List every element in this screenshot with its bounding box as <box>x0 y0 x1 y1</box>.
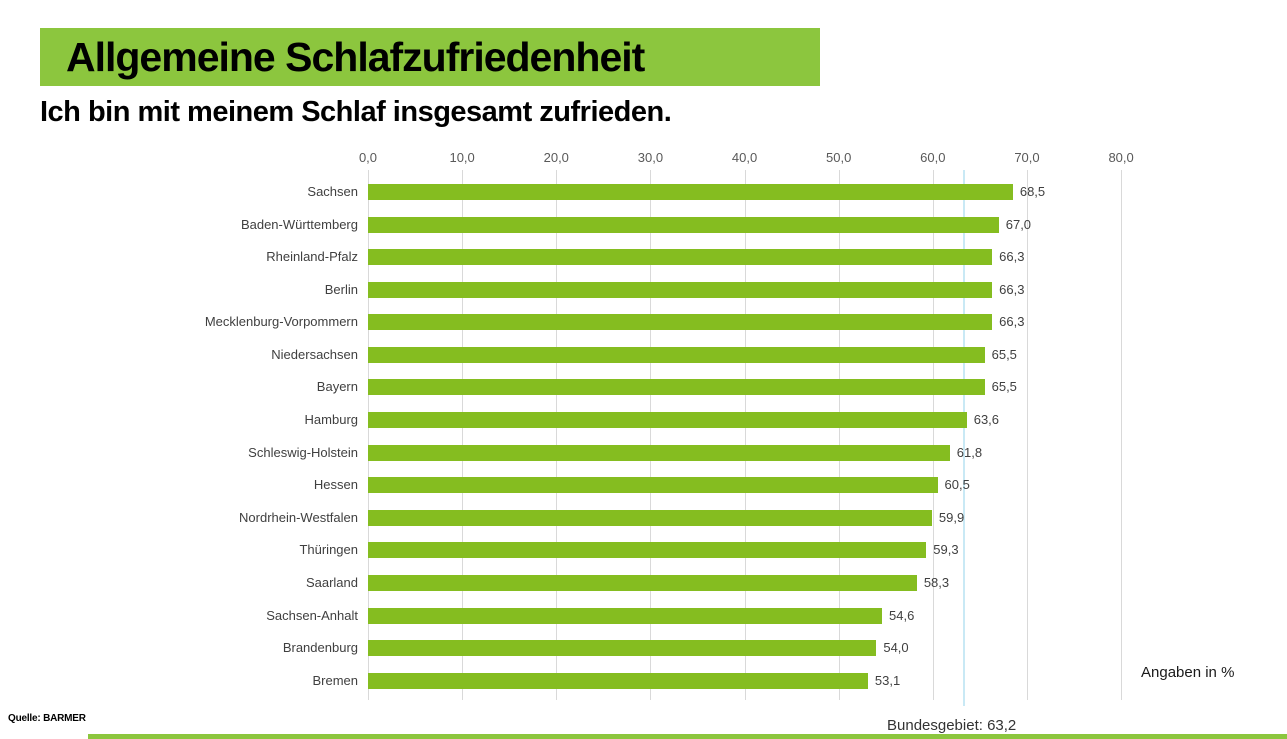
value-label: 54,0 <box>883 640 909 656</box>
category-label: Bremen <box>312 672 358 688</box>
title-banner: Allgemeine Schlafzufriedenheit <box>40 28 820 86</box>
category-label: Hessen <box>313 477 358 493</box>
category-label: Brandenburg <box>282 640 358 656</box>
value-label: 66,3 <box>999 281 1025 297</box>
source-note: Quelle: BARMER <box>8 713 86 724</box>
category-label: Mecklenburg-Vorpommern <box>204 314 358 330</box>
value-label: 59,9 <box>938 509 965 525</box>
value-bar <box>368 607 882 624</box>
x-axis-tick-label: 50,0 <box>826 150 852 165</box>
x-axis-tick-label: 40,0 <box>731 150 758 165</box>
gridline <box>838 170 840 700</box>
value-label: 60,5 <box>944 477 970 493</box>
category-label: Schleswig-Holstein <box>248 444 358 460</box>
category-label: Hamburg <box>304 412 358 428</box>
category-label: Rheinland-Pfalz <box>266 249 358 265</box>
value-bar <box>368 184 1013 200</box>
value-label: 61,8 <box>956 444 983 460</box>
value-label: 59,3 <box>933 542 959 558</box>
value-bar <box>368 346 985 363</box>
category-label: Thüringen <box>299 542 358 558</box>
value-label: 63,6 <box>973 412 1000 428</box>
value-label: 58,3 <box>923 574 950 590</box>
category-label: Niedersachsen <box>271 346 358 362</box>
value-bar <box>368 672 868 689</box>
gridline <box>368 170 369 700</box>
value-label: 66,3 <box>999 249 1025 265</box>
x-axis-tick-label: 80,0 <box>1108 150 1134 165</box>
page-title: Allgemeine Schlafzufriedenheit <box>66 33 645 80</box>
category-label: Sachsen-Anhalt <box>266 607 358 623</box>
value-label: 53,1 <box>874 672 901 688</box>
category-label: Baden-Württemberg <box>240 216 358 232</box>
value-bar <box>368 249 993 266</box>
x-axis-tick-label: 0,0 <box>358 150 378 165</box>
value-bar <box>368 640 877 657</box>
gridline <box>1121 170 1123 700</box>
gridline <box>744 170 746 700</box>
category-label: Nordrhein-Westfalen <box>239 509 358 525</box>
value-bar <box>368 216 999 233</box>
category-label: Saarland <box>305 574 358 590</box>
value-bar <box>368 379 985 396</box>
category-label: Berlin <box>324 281 358 297</box>
gridline <box>932 170 934 700</box>
value-bar <box>368 412 967 429</box>
gridline <box>556 170 558 700</box>
unit-note: Angaben in % <box>1141 664 1235 681</box>
x-axis-tick-label: 10,0 <box>449 150 475 165</box>
gridline <box>462 170 464 700</box>
reference-line <box>962 170 965 706</box>
category-label: Bayern <box>316 379 358 395</box>
x-axis-tick-label: 70,0 <box>1014 150 1040 165</box>
value-label: 65,5 <box>991 346 1017 362</box>
footer-bar <box>88 734 1287 739</box>
page-subtitle: Ich bin mit meinem Schlaf insgesamt zufr… <box>40 96 672 128</box>
value-bar <box>368 314 993 331</box>
value-bar <box>368 542 927 559</box>
value-label: 68,5 <box>1019 184 1046 199</box>
reference-value-label: Bundesgebiet: 63,2 <box>887 717 1017 734</box>
gridline <box>650 170 652 700</box>
x-axis-tick-label: 30,0 <box>637 150 664 165</box>
value-bar <box>368 509 932 526</box>
value-bar <box>368 281 993 298</box>
x-axis-tick-label: 20,0 <box>543 150 569 165</box>
gridline <box>1026 170 1028 700</box>
value-bar <box>368 574 917 591</box>
value-bar <box>368 477 938 494</box>
category-label: Sachsen <box>307 184 358 199</box>
value-bar <box>368 444 950 461</box>
value-label: 66,3 <box>999 314 1025 330</box>
value-label: 67,0 <box>1005 216 1032 232</box>
x-axis-tick-label: 60,0 <box>920 150 946 165</box>
value-label: 65,5 <box>991 379 1017 395</box>
value-label: 54,6 <box>889 607 915 623</box>
